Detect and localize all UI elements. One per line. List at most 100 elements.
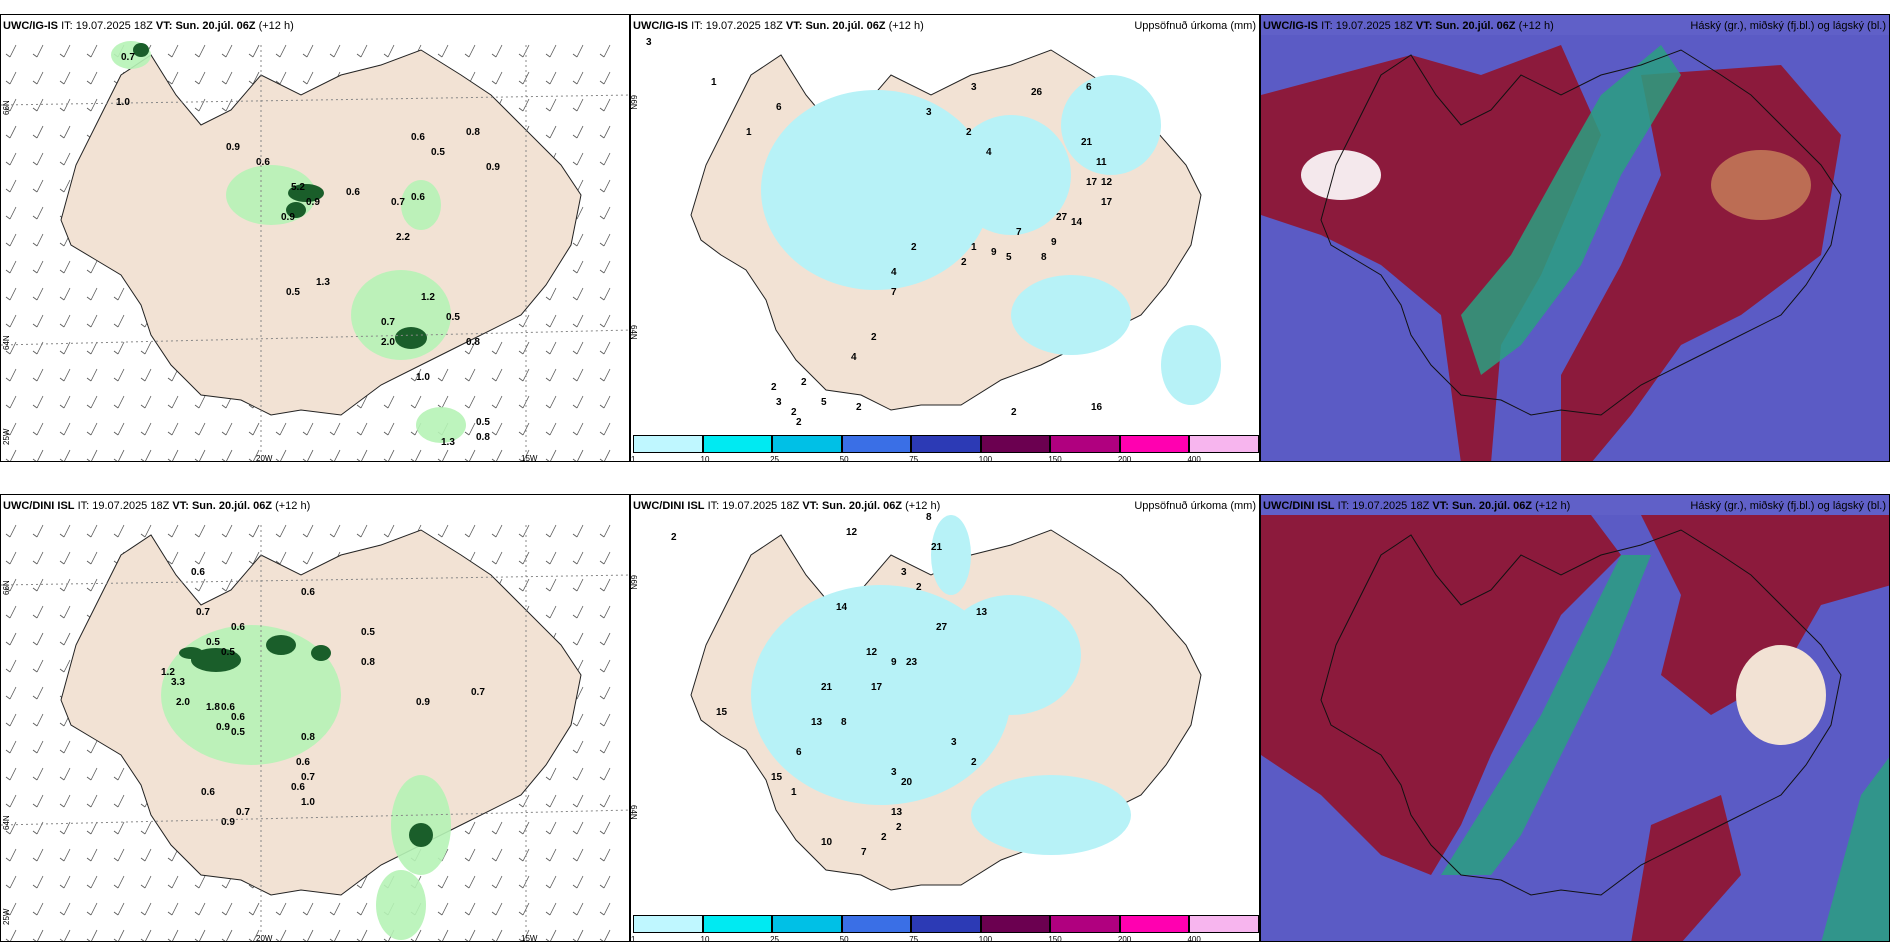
precip-value-label: 0.6 [291,782,305,793]
precip-value-label: 4 [851,352,857,363]
precip-value-label: 0.6 [221,702,235,713]
wind-barb-flag [86,587,92,592]
wind-barb [36,98,44,112]
wind-barb [63,152,71,166]
wind-barb [550,929,557,941]
wind-barb-flag [545,533,551,538]
wind-barb-flag [5,377,11,382]
wind-barb-flag [167,560,173,565]
wind-barb-flag [599,938,604,941]
wind-barb-flag [329,53,335,58]
wind-barb [63,875,71,889]
wind-barb [9,314,17,328]
wind-barb-flag [518,803,524,808]
precip-value-label: 15 [771,772,783,783]
wind-barb [90,794,98,808]
wind-barb [63,578,71,592]
wind-barb-flag [329,938,334,941]
precip-value-label: 3 [646,37,652,48]
wind-barb-flag [464,431,470,436]
wind-barb [144,821,152,835]
precip-colorbar: 1 10 25 50 75 100 150 200 400 [631,435,1259,461]
wind-barb-flag [545,776,551,781]
wind-barb [522,341,530,355]
wind-barb-flag [59,830,65,835]
wind-barb-flag [356,533,362,538]
wind-barb-flag [275,431,281,436]
wind-barb-flag [86,377,92,382]
precip-value-label: 12 [866,647,878,658]
wind-barb [63,524,71,538]
wind-barb [360,422,368,436]
precip-value-label: 16 [1091,402,1103,413]
wind-barb [171,422,179,436]
wind-barb-flag [572,431,578,436]
precip-value-label: 9 [991,247,997,258]
wind-barb [549,368,557,382]
wind-barb [603,659,611,673]
wind-barb-flag [572,911,578,916]
wind-barb [36,848,44,862]
precip-value-label: 3 [951,737,957,748]
precip-value-label: 21 [931,542,943,553]
wind-barb-flag [113,884,119,889]
wind-barb [171,875,179,889]
wind-barb-flag [113,323,119,328]
wind-barb-flag [86,80,92,85]
wind-barb [90,98,98,112]
wind-barb-flag [194,53,200,58]
precip-value-label: 11 [1096,157,1107,168]
precip-value-label: 2 [1011,407,1017,418]
colorbar-tick: 150 [1048,455,1062,462]
wind-barb-flag [410,404,416,409]
wind-barb-flag [572,749,578,754]
precip-value-label: 2 [911,242,917,253]
wind-barb [549,98,557,112]
wind-barb [36,578,44,592]
wind-barb-flag [599,749,605,754]
wind-barb [9,740,17,754]
wind-barb-flag [86,323,92,328]
wind-barb [576,848,584,862]
precip-value-label: 1 [971,242,977,253]
wind-barb [36,287,44,301]
wind-barb [603,125,611,139]
wind-barb [118,449,125,461]
wind-barb-flag [545,803,551,808]
precip-value-label: 3 [776,397,782,408]
precip-value-label: 0.9 [281,212,295,223]
wind-barb-flag [59,938,64,941]
parallel-64n [1,809,629,826]
wind-barb-flag [518,533,524,538]
precip-value-label: 14 [836,602,848,613]
wind-barb-flag [59,134,65,139]
wind-barb-flag [140,458,145,461]
wind-barb-flag [140,884,146,889]
wind-barb-flag [32,215,38,220]
wind-barb [63,767,71,781]
wind-barb [576,206,584,220]
wind-barb [252,71,260,85]
wind-barb [64,449,71,461]
wind-barb [90,740,98,754]
wind-barb-flag [194,431,200,436]
wind-barb-flag [32,377,38,382]
colorbar-tick: 1 [631,935,636,942]
precip-value-label: 9 [891,657,897,668]
wind-barb [117,767,125,781]
wind-barb [36,368,44,382]
wind-barb [576,422,584,436]
wind-barb-flag [32,53,38,58]
wind-barb-flag [59,857,65,862]
wind-barb-flag [275,560,281,565]
wind-barb [91,449,98,461]
wind-barb [36,206,44,220]
precip-value-label: 7 [891,287,897,298]
wind-barb-flag [518,911,524,916]
wind-barb-flag [410,458,415,461]
wind-barb-flag [32,269,38,274]
wind-barb [468,902,476,916]
wind-barb-flag [599,803,605,808]
wind-barb-flag [86,857,92,862]
wind-barb-flag [194,560,200,565]
